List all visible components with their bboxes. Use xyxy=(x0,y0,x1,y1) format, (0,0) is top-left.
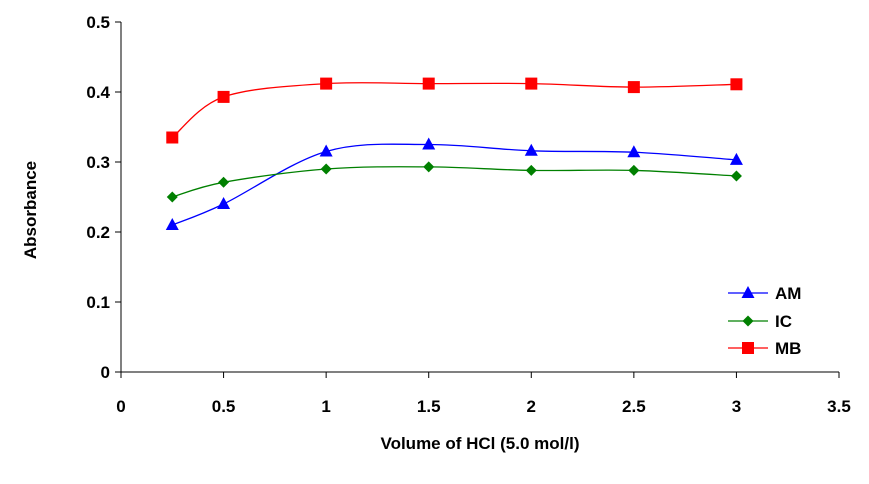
x-tick-label: 0 xyxy=(116,397,125,416)
x-tick-label: 0.5 xyxy=(212,397,236,416)
axes: 0 0.1 0.2 0.3 0.4 0.5 0 0.5 1 1.5 2 2.5 3 3.5 xyxy=(86,13,850,416)
data-point-am xyxy=(422,137,436,150)
y-tick-label: 0 xyxy=(101,363,110,382)
y-tick-label: 0.3 xyxy=(86,153,110,172)
legend-marker-mb xyxy=(742,342,754,354)
data-point-mb xyxy=(525,77,538,90)
data-point-am xyxy=(729,152,743,165)
series-line-am xyxy=(172,143,737,226)
data-point-mb xyxy=(217,90,230,103)
y-tick-label: 0.4 xyxy=(86,83,110,102)
y-tick-label: 0.1 xyxy=(86,293,110,312)
data-point-ic xyxy=(525,164,537,176)
data-point-am xyxy=(165,218,179,230)
series-markers xyxy=(165,77,743,230)
series-lines xyxy=(171,81,737,226)
data-point-ic xyxy=(730,170,742,182)
legend: AM IC MB xyxy=(728,284,801,358)
legend-label-am: AM xyxy=(775,284,801,303)
data-point-mb xyxy=(166,131,179,144)
data-point-am xyxy=(627,145,641,158)
data-point-ic xyxy=(423,161,435,173)
legend-marker-ic xyxy=(742,315,754,327)
x-tick-label: 2.5 xyxy=(622,397,646,416)
x-tick-label: 3 xyxy=(732,397,741,416)
data-point-mb xyxy=(422,77,435,90)
data-point-mb xyxy=(730,78,743,91)
series-line-mb xyxy=(171,81,737,139)
data-point-mb xyxy=(320,77,333,90)
data-point-ic xyxy=(628,164,640,176)
x-tick-label: 1.5 xyxy=(417,397,441,416)
x-tick-label: 3.5 xyxy=(827,397,851,416)
legend-marker-am xyxy=(741,286,755,298)
x-tick-label: 2 xyxy=(527,397,536,416)
data-point-ic xyxy=(166,191,178,203)
data-point-ic xyxy=(320,163,332,175)
y-tick-label: 0.5 xyxy=(86,13,110,32)
data-point-am xyxy=(217,197,231,209)
data-point-am xyxy=(319,144,333,157)
y-axis-title: Absorbance xyxy=(21,161,40,259)
series-line-ic xyxy=(172,166,737,198)
data-point-ic xyxy=(218,176,230,188)
legend-label-mb: MB xyxy=(775,339,801,358)
data-point-mb xyxy=(627,81,640,94)
data-point-am xyxy=(524,143,538,156)
legend-label-ic: IC xyxy=(775,312,792,331)
x-tick-label: 1 xyxy=(321,397,330,416)
x-axis-title: Volume of HCl (5.0 mol/l) xyxy=(381,434,580,453)
y-tick-label: 0.2 xyxy=(86,223,110,242)
